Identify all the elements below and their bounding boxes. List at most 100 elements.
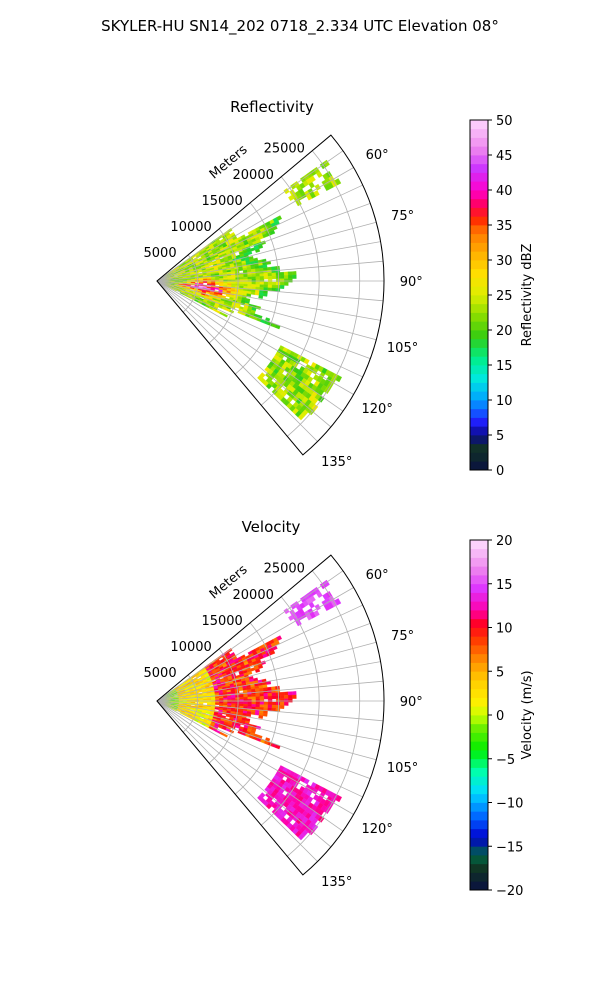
data-cell [231,277,236,280]
data-cell [259,281,265,285]
colorbar-tick-label: 50 [496,114,513,129]
angle-grid-line [156,280,332,428]
colorbar-segment [470,837,488,847]
data-cell [309,175,316,183]
data-cell [247,696,252,700]
colorbar-segment [470,347,488,357]
angle-grid-line [156,700,377,761]
data-cell [243,696,248,700]
colorbar-tick-label: −5 [496,753,515,768]
data-cell [258,664,264,669]
colorbar-segment [470,137,488,147]
angle-tick-label: 135° [321,875,352,890]
angle-grid-line [156,700,344,832]
colorbar-segment [470,128,488,138]
colorbar-segment [470,618,488,628]
data-cell [280,278,285,283]
colorbar-segment [470,785,488,795]
colorbar-segment [470,207,488,217]
data-cell [259,284,265,288]
data-cell [251,281,257,285]
range-tick-label: 10000 [170,220,211,235]
data-cell [227,701,232,704]
data-cell [271,281,277,286]
data-cell [271,704,277,709]
data-cell [243,703,248,707]
colorbar-tick-label: 45 [496,149,513,164]
data-cell [259,276,265,280]
data-cell [182,699,188,701]
data-cell [284,695,289,699]
range-tick-label: 15000 [201,194,242,209]
angle-grid-line [156,280,377,341]
data-cell [239,277,244,280]
panel-title: Reflectivity [230,98,314,116]
colorbar-segment [470,583,488,593]
colorbar-segment [470,715,488,725]
data-cell [247,671,253,676]
data-cell [231,703,236,706]
data-cell [263,267,268,271]
data-cell [211,276,216,279]
data-cell [255,284,261,288]
colorbar-segment [470,321,488,331]
data-cell [267,704,273,709]
angle-tick-label: 75° [391,209,414,224]
data-cell [284,281,289,286]
data-cell [255,699,261,703]
data-cell [247,276,252,280]
data-cell [259,701,265,705]
colorbar-tick-label: 35 [496,219,513,234]
data-cell [284,275,289,279]
angle-tick-label: 90° [400,275,423,290]
angle-grid-line [156,280,318,442]
colorbar-tick-label: −15 [496,840,523,855]
colorbar-segment [470,365,488,375]
colorbar-segment [470,443,488,453]
data-cell [247,701,252,705]
data-cell [263,696,269,700]
data-cell [263,273,269,277]
data-cell [219,697,224,701]
colorbar-tick-label: 30 [496,254,513,269]
data-cell [283,691,289,696]
data-cell [276,278,281,283]
data-cell [279,275,285,279]
data-cell [279,271,285,276]
data-cell [211,696,216,699]
data-cell [243,276,248,280]
data-cell [279,691,285,696]
data-cell [251,284,256,288]
data-cell [269,649,276,655]
colorbar-segment [470,557,488,567]
angle-grid-line [156,641,377,702]
data-cell [203,701,208,703]
colorbar: 0 5 10 15 20 25 30 35 40 45 50 Reflectivity dBZ [469,114,535,479]
data-cell [247,274,252,278]
data-cell [287,691,293,696]
data-cell [231,697,236,700]
angle-grid-line [156,570,344,702]
data-cell [223,277,228,280]
angle-tick-label: 135° [321,455,352,470]
range-tick-label: 20000 [233,168,274,183]
data-cell [211,278,216,281]
angle-tick-label: 60° [366,568,389,583]
data-cell [207,278,212,281]
data-cell [262,712,268,717]
data-cell [219,701,224,704]
data-cell [235,695,240,698]
angle-grid-line [156,221,377,282]
angle-grid-line [156,202,371,282]
data-cell [280,281,285,286]
data-cell [279,285,285,289]
data-cell [288,274,293,279]
colorbar-segment [470,732,488,742]
colorbar-segment [470,268,488,278]
data-cell [227,277,232,280]
colorbar-segment [470,548,488,558]
angle-grid-line [156,661,381,702]
range-tick-label: 15000 [201,614,242,629]
data-cell [291,691,297,696]
angle-grid-line [156,700,371,780]
